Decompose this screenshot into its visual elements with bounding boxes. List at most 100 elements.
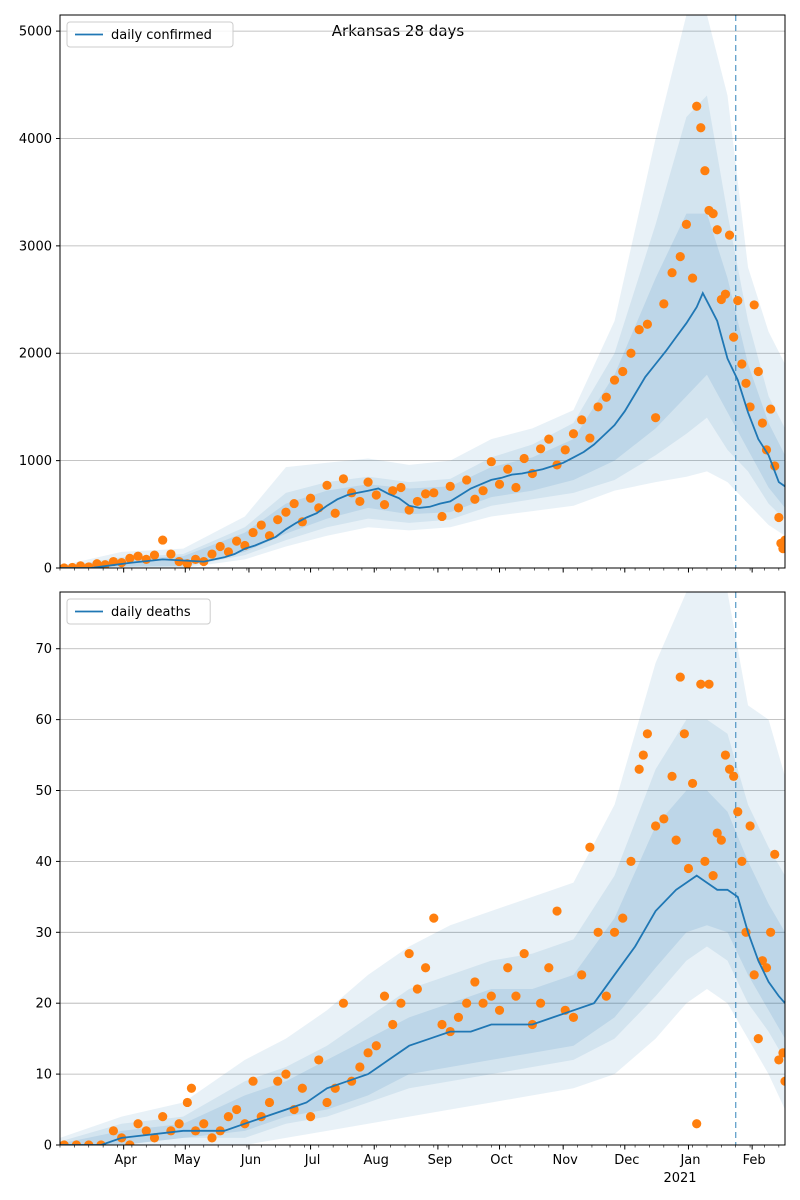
data-point [289, 498, 299, 509]
x-tick-label: May [174, 1153, 201, 1168]
data-point [774, 512, 784, 523]
data-point [494, 479, 505, 489]
data-point [60, 1140, 69, 1145]
data-point [511, 991, 521, 1001]
data-point [404, 948, 414, 959]
data-point [232, 536, 242, 546]
data-point [371, 1041, 381, 1051]
data-point [420, 489, 431, 499]
data-point [108, 1126, 118, 1136]
data-point [609, 375, 620, 385]
data-point [412, 984, 422, 994]
band-inner [60, 790, 785, 1145]
data-point [778, 1048, 785, 1058]
data-point [552, 906, 562, 916]
data-point [585, 842, 595, 852]
band-mid [60, 719, 785, 1145]
data-point [601, 991, 611, 1001]
y-tick-label: 50 [35, 784, 52, 799]
data-point [737, 856, 747, 867]
series-line [60, 291, 785, 568]
data-point [626, 348, 636, 358]
data-point [248, 1076, 258, 1086]
data-point [223, 547, 234, 557]
band-outer [60, 592, 785, 1145]
data-point [568, 1012, 579, 1022]
data-point [560, 445, 570, 455]
data-point [297, 1083, 307, 1093]
data-point [71, 1140, 82, 1145]
data-point [753, 1034, 763, 1044]
y-tick-label: 0 [44, 562, 52, 577]
x-tick-label: Jun [240, 1153, 261, 1168]
data-point [511, 482, 521, 493]
data-point [577, 415, 587, 425]
data-point [429, 488, 439, 498]
data-point [720, 289, 731, 299]
x-tick-label: Sep [428, 1153, 453, 1168]
data-point [462, 475, 472, 485]
data-point [720, 750, 731, 760]
legend-label: daily deaths [111, 605, 191, 620]
data-point [338, 474, 349, 484]
data-point [609, 927, 620, 937]
data-point [273, 1076, 283, 1086]
data-point [281, 1069, 291, 1079]
y-tick-label: 20 [35, 997, 52, 1012]
data-point [248, 527, 258, 538]
data-point [651, 413, 661, 423]
data-point [404, 505, 414, 515]
data-point [314, 1055, 324, 1065]
legend-label: daily confirmed [111, 28, 212, 43]
data-point [256, 520, 266, 530]
data-point [486, 457, 496, 467]
data-point [577, 970, 587, 980]
data-point [190, 554, 201, 565]
y-tick-label: 2000 [19, 347, 52, 362]
x-tick-label: Nov [552, 1153, 578, 1168]
data-point [585, 433, 595, 443]
data-point [753, 366, 763, 377]
data-point [437, 1019, 447, 1030]
data-point [519, 948, 529, 959]
y-tick-label: 30 [35, 926, 52, 941]
data-point [174, 1119, 184, 1129]
data-point [687, 273, 698, 283]
legend-box [66, 598, 211, 625]
data-point [700, 856, 710, 867]
data-point [462, 998, 472, 1008]
data-point [544, 963, 554, 973]
data-point [166, 549, 176, 559]
data-point [593, 927, 603, 937]
data-point [92, 559, 102, 568]
y-tick-label: 70 [35, 642, 52, 657]
data-point [618, 913, 628, 923]
data-point [322, 480, 332, 490]
data-point [297, 517, 307, 527]
data-point [305, 1112, 316, 1122]
y-tick-label: 0 [44, 1139, 52, 1154]
data-point [733, 807, 743, 817]
series-line [60, 874, 785, 1145]
data-point [503, 963, 513, 973]
data-point [125, 1140, 135, 1145]
data-point [215, 541, 225, 552]
deaths-panel: 0 10 20 30 40 50 60 70 Apr May Jun Jul Aug Sep Oct Nov D… [35, 591, 786, 1168]
data-point [618, 366, 628, 377]
data-point [683, 863, 694, 874]
axes-frame [59, 591, 786, 1146]
data-point [692, 101, 702, 111]
data-point [712, 225, 722, 235]
data-point [659, 814, 669, 824]
x-tick-label: Aug [364, 1153, 389, 1168]
data-point [494, 1005, 505, 1015]
data-point [133, 1119, 143, 1129]
data-point [305, 493, 316, 503]
y-tick-label: 1000 [19, 454, 52, 469]
data-point [338, 998, 349, 1008]
data-point [642, 319, 652, 329]
data-point [601, 392, 611, 402]
data-point [761, 963, 772, 973]
data-point [704, 679, 714, 689]
